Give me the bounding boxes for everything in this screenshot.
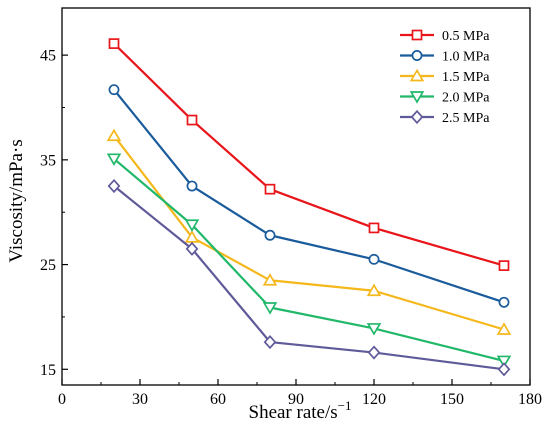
data-point	[264, 183, 276, 195]
data-point	[186, 180, 198, 192]
data-point	[262, 273, 278, 286]
y-axis-title: Viscosity/mPa·s	[6, 139, 27, 262]
legend-marker	[410, 109, 424, 125]
data-point	[366, 323, 382, 336]
legend-item: 2.0 MPa	[400, 91, 490, 106]
data-point	[264, 229, 276, 241]
legend: 0.5 MPa 1.0 MPa 1.5 MPa 2.0 MPa 2.5 MPa	[400, 29, 490, 126]
data-point	[262, 302, 278, 315]
data-point	[367, 345, 381, 360]
legend-label: 2.5 MPa	[442, 111, 490, 126]
data-point	[368, 222, 380, 234]
data-point	[185, 241, 199, 256]
legend-marker	[409, 91, 425, 104]
legend-item: 1.5 MPa	[400, 68, 490, 85]
data-point	[496, 355, 512, 369]
legend-item: 1.0 MPa	[400, 50, 490, 65]
series-group	[106, 38, 512, 377]
data-point	[108, 38, 120, 49]
series-line	[113, 157, 505, 362]
legend-marker	[409, 68, 425, 82]
legend-label: 2.0 MPa	[442, 91, 490, 106]
series-2	[108, 84, 510, 308]
data-point	[496, 322, 512, 335]
data-point	[106, 153, 122, 166]
legend-label: 1.0 MPa	[442, 50, 490, 65]
x-tick-label: 150	[440, 391, 464, 408]
series-4	[106, 153, 512, 369]
data-point	[497, 362, 511, 377]
data-point	[186, 114, 198, 126]
axes: 0 30 60 90 120 150 180 15 25 35 45	[40, 7, 542, 408]
legend-marker	[411, 50, 423, 61]
data-point	[368, 253, 380, 265]
plot-frame	[61, 7, 531, 386]
data-point	[108, 84, 120, 96]
data-point	[366, 283, 382, 297]
series-5	[107, 178, 511, 377]
data-point	[107, 178, 121, 194]
y-tick-label: 15	[40, 362, 56, 379]
legend-label: 0.5 MPa	[442, 29, 490, 44]
series-1	[108, 38, 510, 271]
x-axis-title: Shear rate/s−1	[249, 398, 352, 423]
x-tick-label: 0	[58, 391, 66, 408]
x-axis-title-text: Shear rate/s	[249, 402, 338, 423]
x-tick-label: 60	[210, 391, 226, 408]
data-point	[184, 219, 200, 232]
y-tick-label: 25	[40, 257, 56, 274]
data-point	[263, 334, 277, 350]
data-point	[498, 260, 510, 271]
x-tick-label: 90	[288, 391, 304, 408]
data-point	[498, 296, 510, 308]
legend-label: 1.5 MPa	[442, 70, 490, 85]
y-tick-label: 35	[40, 152, 56, 169]
x-tick-label: 180	[518, 391, 542, 408]
data-point	[106, 128, 122, 142]
legend-item: 0.5 MPa	[400, 29, 490, 44]
x-axis-title-sup: −1	[338, 398, 352, 413]
legend-marker	[411, 29, 423, 41]
y-tick-label: 45	[40, 48, 56, 65]
legend-item: 2.5 MPa	[400, 109, 490, 126]
x-tick-label: 120	[362, 391, 386, 408]
series-3	[106, 128, 512, 335]
x-tick-label: 30	[132, 391, 148, 408]
